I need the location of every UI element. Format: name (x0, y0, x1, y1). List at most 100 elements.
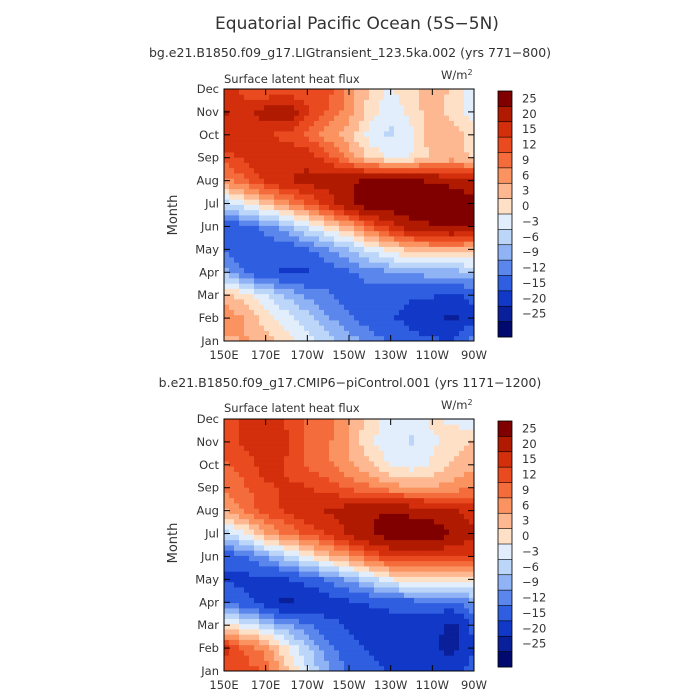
heat-cell (329, 587, 335, 593)
heat-cell (379, 655, 385, 661)
heat-cell (229, 178, 235, 184)
heat-cell (419, 236, 425, 242)
heat-cell (244, 215, 250, 221)
heat-cell (384, 602, 390, 609)
heat-cell (454, 320, 460, 326)
heat-cell (339, 560, 345, 567)
heat-cell (284, 503, 290, 509)
heat-cell (439, 283, 445, 289)
heat-cell (319, 199, 325, 205)
heat-cell (389, 424, 395, 430)
heat-cell (359, 560, 365, 567)
heat-cell (289, 440, 295, 446)
heat-cell (369, 655, 375, 661)
heat-cell (234, 581, 240, 588)
heat-cell (329, 199, 335, 205)
colorbar-box (498, 605, 512, 622)
heat-cell (459, 120, 465, 127)
heat-cell (294, 487, 300, 493)
heat-cell (274, 429, 280, 436)
heat-cell (269, 608, 275, 614)
heat-cell (354, 497, 360, 504)
heat-cell (444, 236, 450, 242)
heat-cell (334, 241, 340, 247)
heat-cell (299, 450, 305, 457)
heat-cell (319, 257, 325, 263)
heat-cell (404, 434, 410, 441)
heat-cell (319, 482, 325, 488)
heat-cell (424, 230, 430, 237)
heat-cell (259, 215, 265, 221)
heat-cell (319, 450, 325, 457)
heat-cell (374, 440, 380, 446)
heat-cell (314, 424, 320, 430)
heat-cell (349, 608, 355, 614)
heat-cell (239, 587, 245, 593)
heat-cell (349, 503, 355, 509)
heat-cell (314, 539, 320, 546)
heat-cell (299, 141, 305, 148)
heat-cell (329, 162, 335, 169)
heat-cell (319, 581, 325, 588)
heat-cell (404, 660, 410, 667)
heat-cell (239, 99, 245, 106)
heat-cell (449, 613, 455, 619)
heat-cell (384, 482, 390, 488)
heat-cell (449, 492, 455, 499)
heat-cell (469, 110, 475, 116)
heat-cell (249, 650, 255, 656)
heat-cell (269, 220, 275, 226)
heat-cell (274, 146, 280, 153)
heat-cell (294, 320, 300, 326)
heat-cell (429, 257, 435, 263)
heat-cell (274, 141, 280, 148)
heat-cell (264, 529, 270, 535)
heat-cell (369, 89, 375, 95)
heat-cell (229, 471, 235, 478)
heat-cell (369, 199, 375, 205)
heat-cell (439, 320, 445, 326)
heat-cell (424, 529, 430, 535)
heat-cell (469, 115, 475, 121)
heat-cell (314, 162, 320, 169)
heat-cell (464, 665, 470, 672)
heat-cell (439, 304, 445, 310)
heat-cell (339, 513, 345, 520)
heat-cell (324, 461, 330, 467)
heat-cell (429, 225, 435, 232)
heat-cell (244, 178, 250, 184)
heat-cell (249, 419, 255, 425)
heat-cell (444, 445, 450, 451)
heat-cell (439, 592, 445, 598)
heat-cell (304, 178, 310, 184)
heat-cell (414, 608, 420, 614)
heat-cell (439, 309, 445, 316)
heat-cell (279, 209, 285, 216)
heat-cell (274, 136, 280, 142)
heat-cell (329, 183, 335, 190)
heat-cell (379, 225, 385, 232)
heat-cell (384, 215, 390, 221)
heat-cell (414, 262, 420, 268)
heat-cell (229, 539, 235, 546)
heat-cell (239, 309, 245, 316)
heat-cell (239, 629, 245, 635)
heat-cell (374, 209, 380, 216)
heat-cell (244, 655, 250, 661)
heat-cell (404, 629, 410, 635)
heat-cell (319, 251, 325, 258)
heat-cell (279, 246, 285, 253)
heat-cell (344, 581, 350, 588)
heat-cell (324, 152, 330, 158)
heat-cell (304, 136, 310, 142)
heat-cell (229, 262, 235, 268)
heat-cell (374, 429, 380, 436)
heat-cell (379, 120, 385, 127)
heat-cell (344, 314, 350, 321)
heat-cell (344, 288, 350, 295)
heat-cell (374, 220, 380, 226)
heat-cell (319, 550, 325, 556)
heat-cell (434, 618, 440, 625)
heat-cell (439, 581, 445, 588)
heat-cell (224, 320, 230, 326)
